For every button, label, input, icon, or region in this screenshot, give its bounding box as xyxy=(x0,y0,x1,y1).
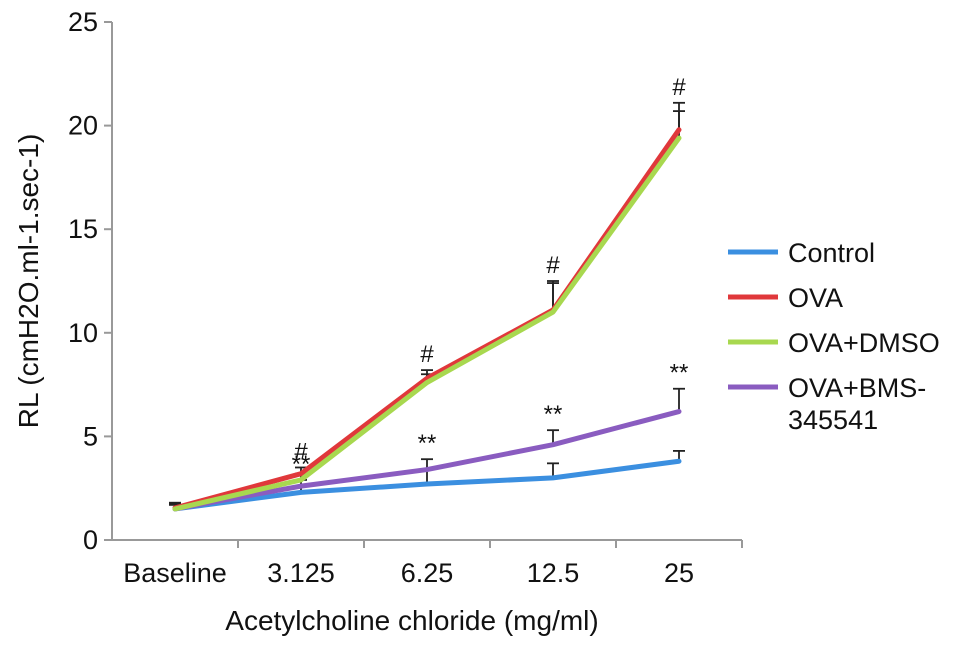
x-axis: Baseline 3.125 6.25 12.5 25 xyxy=(112,539,743,588)
legend-item: OVA+DMSO xyxy=(728,328,940,358)
y-axis: 0 5 10 15 20 25 xyxy=(68,7,113,555)
legend-label: OVA xyxy=(788,283,843,313)
x-tick-label: 6.25 xyxy=(401,558,454,588)
y-tick-label: 15 xyxy=(68,214,98,244)
legend-item: Control xyxy=(728,238,875,268)
legend-label: OVA+DMSO xyxy=(788,328,940,358)
significance-mark: # xyxy=(672,74,686,101)
legend-item: OVA xyxy=(728,283,843,313)
x-tick-label: 3.125 xyxy=(267,558,335,588)
legend-label: Control xyxy=(788,238,875,268)
significance-mark: # xyxy=(546,252,560,279)
x-tick-label: Baseline xyxy=(123,558,227,588)
significance-mark: ** xyxy=(418,430,437,457)
significance-mark: # xyxy=(294,438,308,465)
y-tick-label: 25 xyxy=(68,7,98,37)
plot-area: ####******** xyxy=(169,74,689,512)
legend-label: OVA+BMS- xyxy=(788,373,926,403)
series-line-ova-bms-345541 xyxy=(172,409,682,512)
x-tick-label: 25 xyxy=(664,558,694,588)
y-tick-label: 10 xyxy=(68,318,98,348)
series-line-ova-dmso xyxy=(172,135,682,512)
significance-mark: # xyxy=(420,341,434,368)
legend-label: 345541 xyxy=(788,405,878,435)
significance-mark: ** xyxy=(292,451,311,478)
series-line-control xyxy=(172,458,682,512)
y-axis-title: RL (cmH2O.ml-1.sec-1) xyxy=(13,134,44,429)
y-tick-label: 20 xyxy=(68,111,98,141)
y-tick-label: 5 xyxy=(83,421,98,451)
significance-mark: ** xyxy=(544,401,563,428)
x-axis-title: Acetylcholine chloride (mg/ml) xyxy=(225,605,598,636)
legend-item: OVA+BMS-345541 xyxy=(728,373,926,435)
legend: Control OVA OVA+DMSO OVA+BMS-345541 xyxy=(728,238,940,435)
y-tick-label: 0 xyxy=(83,525,98,555)
x-tick-label: 12.5 xyxy=(527,558,580,588)
significance-mark: ** xyxy=(670,360,689,387)
